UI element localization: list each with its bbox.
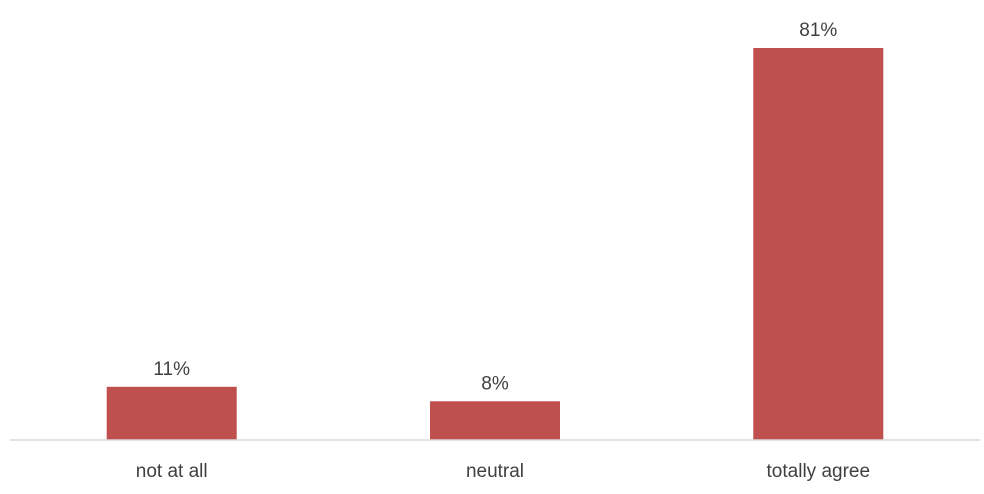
category-label: totally agree (767, 461, 871, 482)
bar-totally-agree (753, 48, 884, 440)
category-label: neutral (466, 461, 524, 482)
bar-not-at-all (106, 386, 237, 440)
value-labels-group: 11% 8% 81% (153, 20, 837, 394)
category-labels-group: not at all neutral totally agree (136, 461, 870, 482)
value-label: 11% (153, 359, 190, 380)
bar-neutral (430, 401, 560, 440)
value-label: 8% (481, 373, 509, 394)
category-label: not at all (136, 461, 208, 482)
bars-group (106, 48, 884, 440)
value-label: 81% (799, 20, 837, 41)
